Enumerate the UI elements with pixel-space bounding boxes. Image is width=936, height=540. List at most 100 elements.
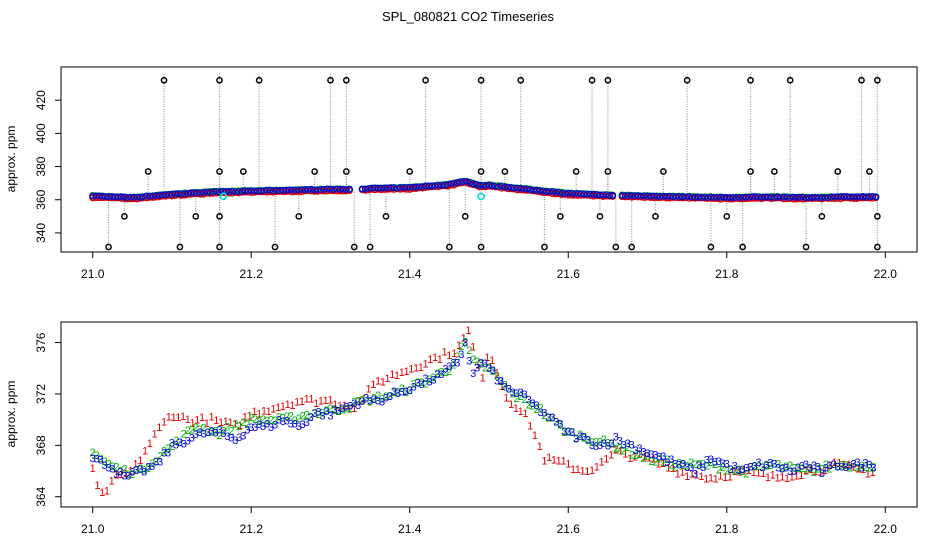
series-3-point: 3 [720,458,726,470]
baseline-point-3 [409,183,417,191]
series-3-point: 3 [704,454,710,466]
outlier-marker [144,168,152,175]
series-1-point: 1 [508,399,514,411]
baseline-point-3 [228,187,236,195]
series-3-point: 3 [129,466,135,478]
xtick-label: 21.2 [240,267,264,281]
series-2-point: 2 [371,392,377,404]
series-2-point: 2 [716,464,722,476]
series-2-point: 2 [90,447,96,459]
baseline-point-3 [770,193,778,201]
series-1-point: 1 [280,401,286,413]
series-2-point: 2 [807,463,813,475]
outlier-marker [176,243,184,251]
series-1-point: 1 [689,469,695,481]
series-2-point: 2 [109,461,115,473]
series-3-point: 3 [367,396,373,408]
series-3-point: 3 [399,386,405,398]
series-2-point: 2 [601,434,607,446]
series-2-point: 2 [419,377,425,389]
xtick-label: 21.2 [240,522,264,536]
outlier-marker [160,76,168,84]
series-3-point: 3 [637,443,643,455]
series-1-point: 1 [722,472,728,484]
series-3-point: 3 [478,358,484,370]
series-2-point: 2 [629,449,635,461]
series-2-point: 2 [585,435,591,447]
series-3-point: 3 [609,438,615,450]
series-1-point: 1 [836,457,842,469]
series-3-point: 3 [680,458,686,470]
outlier-marker [406,168,414,175]
series-3-point: 3 [438,369,444,381]
panel-top-xaxis: 21.0 21.2 21.4 21.6 21.8 22.0 [81,252,897,281]
series-2-point: 2 [347,403,353,415]
series-1-point: 1 [760,468,766,480]
series-2-point: 2 [656,453,662,465]
series-1-point: 1 [475,360,481,372]
series-2-point: 2 [363,392,369,404]
outlier-marker [216,76,223,84]
series-3-point: 3 [569,427,575,439]
series-2-point: 2 [153,456,159,468]
series-2-point: 2 [755,461,761,473]
series-2-point: 2 [823,459,829,471]
series-2-point: 2 [272,415,278,427]
outlier-marker [739,243,746,251]
outlier-marker [216,243,223,251]
baseline-point-3 [428,182,436,190]
baseline-point-3 [688,193,696,201]
series-3-point: 3 [205,427,211,439]
series-3-point: 3 [779,464,785,476]
series-1-point: 1 [551,455,557,467]
outlier-marker [121,212,128,220]
series-3-point: 3 [181,438,187,450]
baseline-point-3 [590,190,598,198]
series-3-point: 3 [759,462,765,474]
series-3-point: 3 [526,395,532,407]
series-2-point: 2 [450,359,456,371]
outlier-marker [707,243,715,251]
series-2-point: 2 [343,403,349,415]
series-3-point: 3 [573,433,579,445]
series-2-point: 2 [490,366,496,378]
series-1-point: 1 [318,396,324,408]
series-3-point: 3 [462,338,468,350]
baseline-point-3 [583,190,591,198]
series-3-point: 3 [839,461,845,473]
series-2-point: 2 [474,356,480,368]
series-1-point: 1 [213,415,219,427]
series-2-point: 2 [284,411,290,423]
series-2-point: 2 [866,463,872,475]
series-1-point: 1 [698,471,704,483]
series-1-point: 1 [717,470,723,482]
series-3-point: 3 [268,422,274,434]
baseline-point-3 [774,193,782,201]
baseline-point-3 [111,193,119,201]
baseline-point-3 [393,184,401,192]
baseline-point-3 [105,193,113,201]
series-2-point: 2 [177,437,183,449]
ytick-label: 340 [34,223,48,243]
series-3-point: 3 [716,456,722,468]
series-3-point: 3 [858,463,864,475]
series-1-point: 1 [190,418,196,430]
series-3-point: 3 [165,447,171,459]
series-3-point: 3 [149,461,155,473]
series-2-point: 2 [466,345,472,357]
series-2-point: 2 [577,429,583,441]
baseline-point-3 [311,186,319,194]
series-2-point: 2 [787,460,793,472]
series-1-point: 1 [499,381,505,393]
series-3-point: 3 [843,462,849,474]
series-2-point: 2 [621,445,627,457]
series-2-point: 2 [280,413,286,425]
series-3-point: 3 [557,419,563,431]
baseline-point-3 [304,186,312,194]
baseline-point-3 [840,193,848,201]
panel-top-spikes [107,73,878,251]
series-2-point: 2 [407,385,413,397]
series-1-point: 1 [708,472,714,484]
baseline-point-3 [260,187,268,195]
series-2-point: 2 [672,462,678,474]
